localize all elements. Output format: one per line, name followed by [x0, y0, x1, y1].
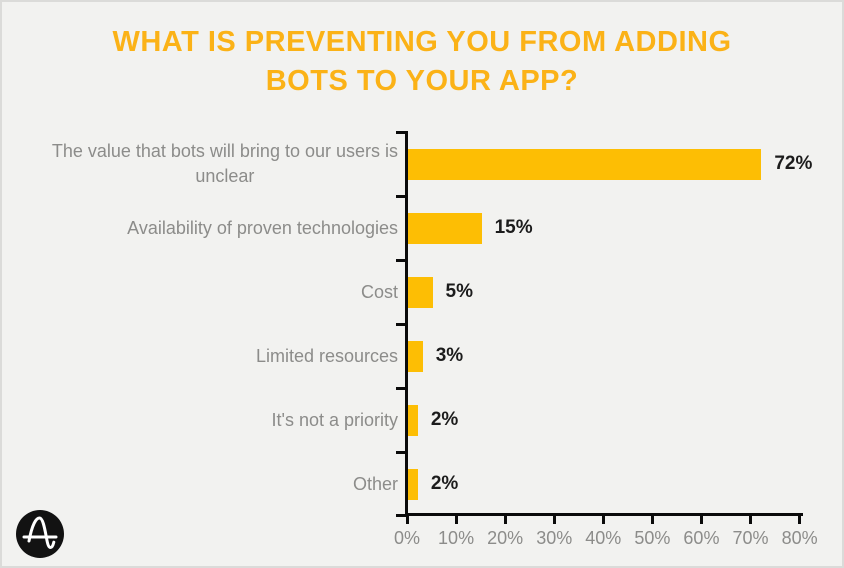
value-label: 5%	[445, 281, 473, 302]
x-axis-tick	[454, 516, 458, 524]
category-label: Availability of proven technologies	[8, 196, 398, 260]
y-axis-tick	[396, 387, 406, 390]
category-label-text: Cost	[360, 281, 398, 302]
value-label: 15%	[494, 217, 533, 238]
y-axis-tick	[396, 514, 406, 517]
category-label: It's not a priority	[8, 388, 398, 452]
y-axis-tick	[396, 323, 406, 326]
bar	[408, 340, 423, 372]
x-axis-tick	[798, 516, 802, 524]
logo-wave	[27, 516, 56, 550]
category-label-text: It's not a priority	[271, 409, 398, 430]
x-axis-tick-label: 10%	[438, 528, 475, 548]
x-axis-tick-label: 40%	[585, 528, 622, 548]
value-label: 2%	[430, 473, 459, 494]
x-axis-tick	[699, 516, 703, 524]
x-axis-tick	[405, 516, 409, 524]
category-label: Cost	[8, 260, 398, 324]
bar	[408, 148, 762, 180]
y-axis-tick	[396, 259, 406, 262]
amplitude-logo	[16, 510, 64, 558]
x-axis-tick-label: 50%	[634, 528, 671, 548]
chart-title-line-1: WHAT IS PREVENTING YOU FROM ADDING	[112, 26, 732, 58]
y-axis-line	[405, 131, 408, 516]
x-axis-tick	[650, 516, 654, 524]
x-axis-tick-label: 20%	[487, 528, 524, 548]
x-axis-tick-label: 30%	[536, 528, 573, 548]
value-label: 3%	[435, 345, 464, 366]
x-axis-tick	[749, 516, 753, 524]
bar	[408, 404, 418, 436]
bar	[408, 468, 418, 500]
category-label-text: Availability of proven technologies	[127, 217, 398, 238]
category-label: Other	[8, 452, 398, 516]
x-axis-tick-label: 70%	[732, 528, 769, 548]
x-axis-tick	[601, 516, 605, 524]
x-axis-line	[405, 513, 803, 516]
y-axis-tick	[396, 195, 406, 198]
category-label: The value that bots will bring to our us…	[8, 132, 398, 196]
x-axis-tick-label: 60%	[683, 528, 720, 548]
y-axis-tick	[396, 131, 406, 134]
chart-title-line-2: BOTS TO YOUR APP?	[265, 65, 579, 97]
x-axis-tick	[503, 516, 507, 524]
value-label: 2%	[430, 409, 459, 430]
category-label-text: Other	[352, 473, 398, 494]
bar	[408, 212, 482, 244]
y-axis-tick	[396, 451, 406, 454]
x-axis-tick-label: 80%	[781, 528, 818, 548]
category-label-text: The value that bots will bring to our us…	[51, 141, 398, 186]
category-label: Limited resources	[8, 324, 398, 388]
x-axis-tick	[552, 516, 556, 524]
chart-title: WHAT IS PREVENTING YOU FROM ADDING BOTS …	[2, 23, 842, 101]
value-label: 72%	[774, 153, 813, 174]
category-label-text: Limited resources	[255, 345, 398, 366]
x-axis-tick-label: 0%	[393, 528, 420, 548]
bar	[408, 276, 433, 308]
